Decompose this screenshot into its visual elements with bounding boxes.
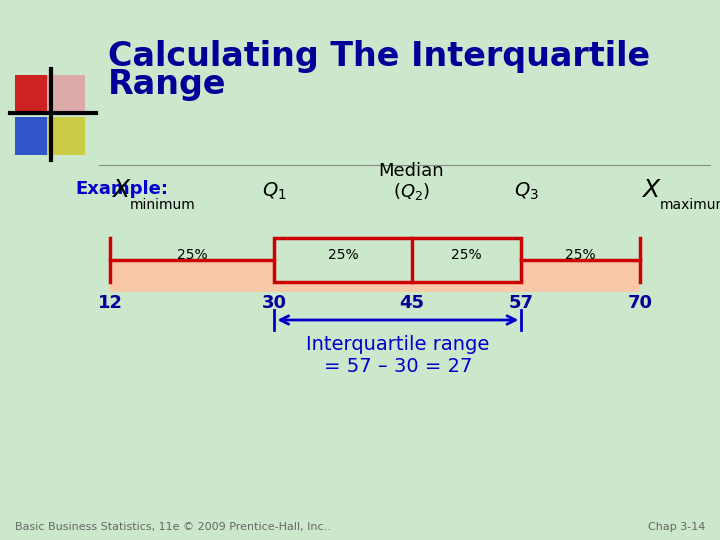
Text: 70: 70 <box>628 294 652 312</box>
Text: 12: 12 <box>97 294 122 312</box>
Text: 25%: 25% <box>328 248 359 262</box>
Text: maximum: maximum <box>660 198 720 212</box>
Text: $Q_1$: $Q_1$ <box>262 181 287 202</box>
Text: $Q_3$: $Q_3$ <box>514 181 539 202</box>
Text: Median: Median <box>379 162 444 180</box>
Text: 25%: 25% <box>565 248 596 262</box>
Text: X: X <box>642 178 659 202</box>
Bar <box>110 260 640 292</box>
Text: minimum: minimum <box>130 198 196 212</box>
Bar <box>47 117 85 155</box>
Text: 45: 45 <box>399 294 424 312</box>
Text: Interquartile range: Interquartile range <box>306 335 490 354</box>
Text: = 57 – 30 = 27: = 57 – 30 = 27 <box>324 357 472 376</box>
Text: Range: Range <box>108 68 227 101</box>
Text: Example:: Example: <box>75 180 168 198</box>
Text: X: X <box>112 178 129 202</box>
Bar <box>15 117 53 155</box>
Text: Chap 3-14: Chap 3-14 <box>647 522 705 532</box>
Text: $(Q_2)$: $(Q_2)$ <box>393 181 430 202</box>
Text: Calculating The Interquartile: Calculating The Interquartile <box>108 40 650 73</box>
Bar <box>274 238 521 282</box>
Bar <box>47 75 85 113</box>
Bar <box>15 75 53 113</box>
Text: 30: 30 <box>262 294 287 312</box>
Text: 57: 57 <box>509 294 534 312</box>
Text: 25%: 25% <box>451 248 482 262</box>
Text: Basic Business Statistics, 11e © 2009 Prentice-Hall, Inc..: Basic Business Statistics, 11e © 2009 Pr… <box>15 522 331 532</box>
Text: 25%: 25% <box>177 248 207 262</box>
